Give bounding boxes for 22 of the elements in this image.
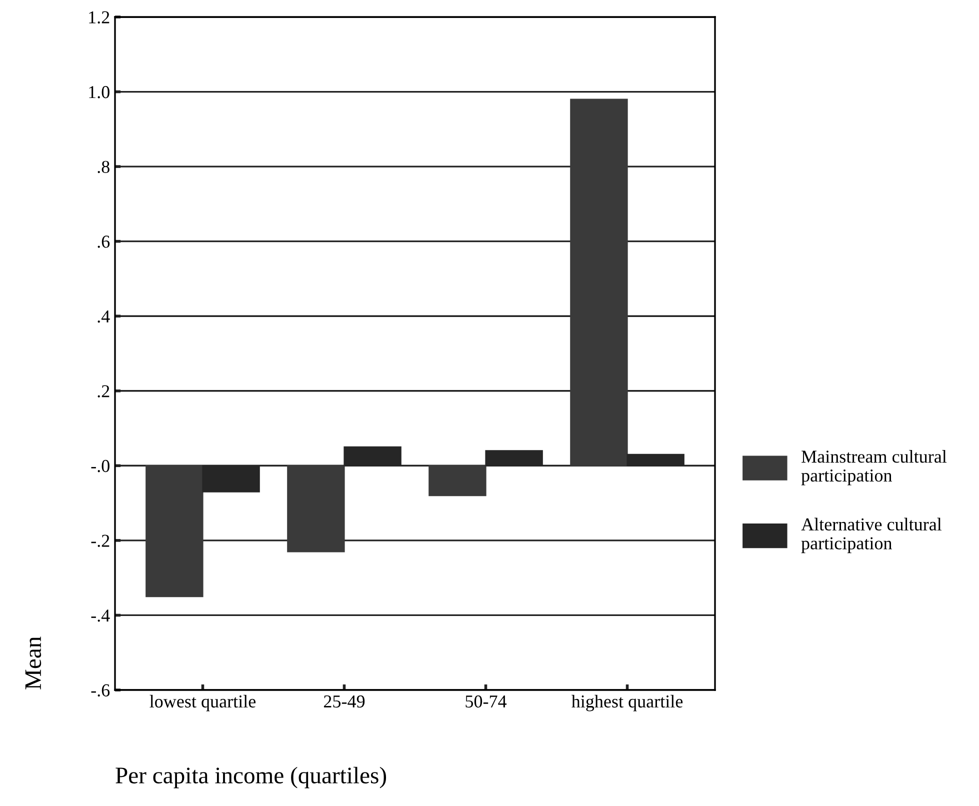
x-tick-label: 25-49 [324,695,365,708]
y-tick-label: .2 [98,385,110,398]
y-tick-label: .6 [98,236,110,248]
bar [570,98,628,466]
x-axis-title: Per capita income (quartiles) [116,766,386,788]
y-tick-label: .8 [98,160,110,174]
bar [146,465,204,598]
legend-label: Alternative cultural participation [801,518,942,554]
x-tick-label: lowest quartile [150,694,256,712]
y-tick-label: -.0 [91,460,110,472]
y-tick-label: -.6 [91,684,110,697]
y-tick-label: 1.2 [89,11,110,24]
y-axis-title: Mean [25,636,42,690]
bar [428,465,486,496]
y-tick-label: 1.0 [89,86,110,98]
y-tick-label: .4 [98,310,110,323]
x-tick-label: highest quartile [572,694,683,712]
legend-label: Mainstream cultural participation [801,450,947,486]
y-tick-label: -.4 [91,610,110,622]
y-tick-label: -.2 [91,534,110,547]
bar [287,465,345,552]
x-tick-label: 50-74 [466,695,507,708]
